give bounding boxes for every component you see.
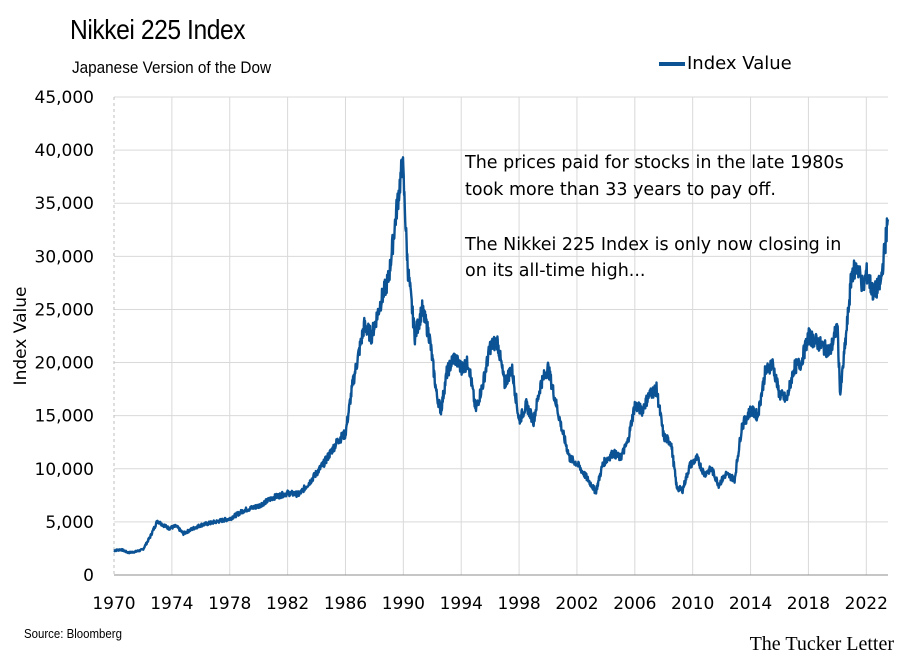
axes xyxy=(113,97,888,576)
x-tick-label: 2002 xyxy=(555,594,598,614)
y-tick-label: 30,000 xyxy=(35,247,94,267)
x-tick-label: 1970 xyxy=(92,594,135,614)
x-tick-label: 2006 xyxy=(613,594,656,614)
series-line-index-value xyxy=(113,156,890,555)
x-tick-label: 1978 xyxy=(208,594,251,614)
y-tick-label: 45,000 xyxy=(35,88,94,108)
x-tick-label: 1990 xyxy=(382,594,425,614)
y-tick-label: 35,000 xyxy=(35,194,94,214)
y-tick-label: 0 xyxy=(83,566,94,586)
annotation-text: The prices paid for stocks in the late 1… xyxy=(464,153,844,281)
legend-swatch xyxy=(659,61,685,66)
annotation-line: on its all-time high... xyxy=(465,261,645,281)
annotation-line: took more than 33 years to pay off. xyxy=(465,180,776,200)
chart-title: Nikkei 225 Index xyxy=(70,14,246,45)
chart-subtitle: Japanese Version of the Dow xyxy=(72,58,272,77)
y-tick-label: 25,000 xyxy=(35,300,94,320)
y-axis-label: Index Value xyxy=(11,287,31,386)
x-tick-label: 2018 xyxy=(787,594,830,614)
x-tick-label: 1994 xyxy=(440,594,483,614)
x-tick-labels: 1970 1974 1978 1982 1986 1990 1994 1998 2002 2006… xyxy=(92,594,888,614)
legend: Index Value xyxy=(659,53,792,74)
y-tick-label: 10,000 xyxy=(35,460,94,480)
x-tick-label: 1974 xyxy=(150,594,193,614)
series-group xyxy=(113,156,890,555)
x-tick-label: 2022 xyxy=(845,594,888,614)
annotation-line: The prices paid for stocks in the late 1… xyxy=(464,153,844,173)
x-tick-label: 1986 xyxy=(324,594,367,614)
x-tick-label: 2014 xyxy=(729,594,772,614)
y-tick-labels: 0 5,000 10,000 15,000 20,000 25,000 30,000 35,0… xyxy=(35,88,94,586)
annotation-line: The Nikkei 225 Index is only now closing… xyxy=(464,235,841,255)
x-tick-label: 1982 xyxy=(266,594,309,614)
y-tick-label: 20,000 xyxy=(35,354,94,374)
legend-label: Index Value xyxy=(687,53,792,74)
y-tick-label: 15,000 xyxy=(35,407,94,427)
x-tick-label: 2010 xyxy=(671,594,714,614)
brand-name: The Tucker Letter xyxy=(749,633,894,655)
y-tick-label: 5,000 xyxy=(45,513,94,533)
y-tick-label: 40,000 xyxy=(35,141,94,161)
source-note: Source: Bloomberg xyxy=(24,626,122,641)
x-tick-label: 1998 xyxy=(497,594,540,614)
